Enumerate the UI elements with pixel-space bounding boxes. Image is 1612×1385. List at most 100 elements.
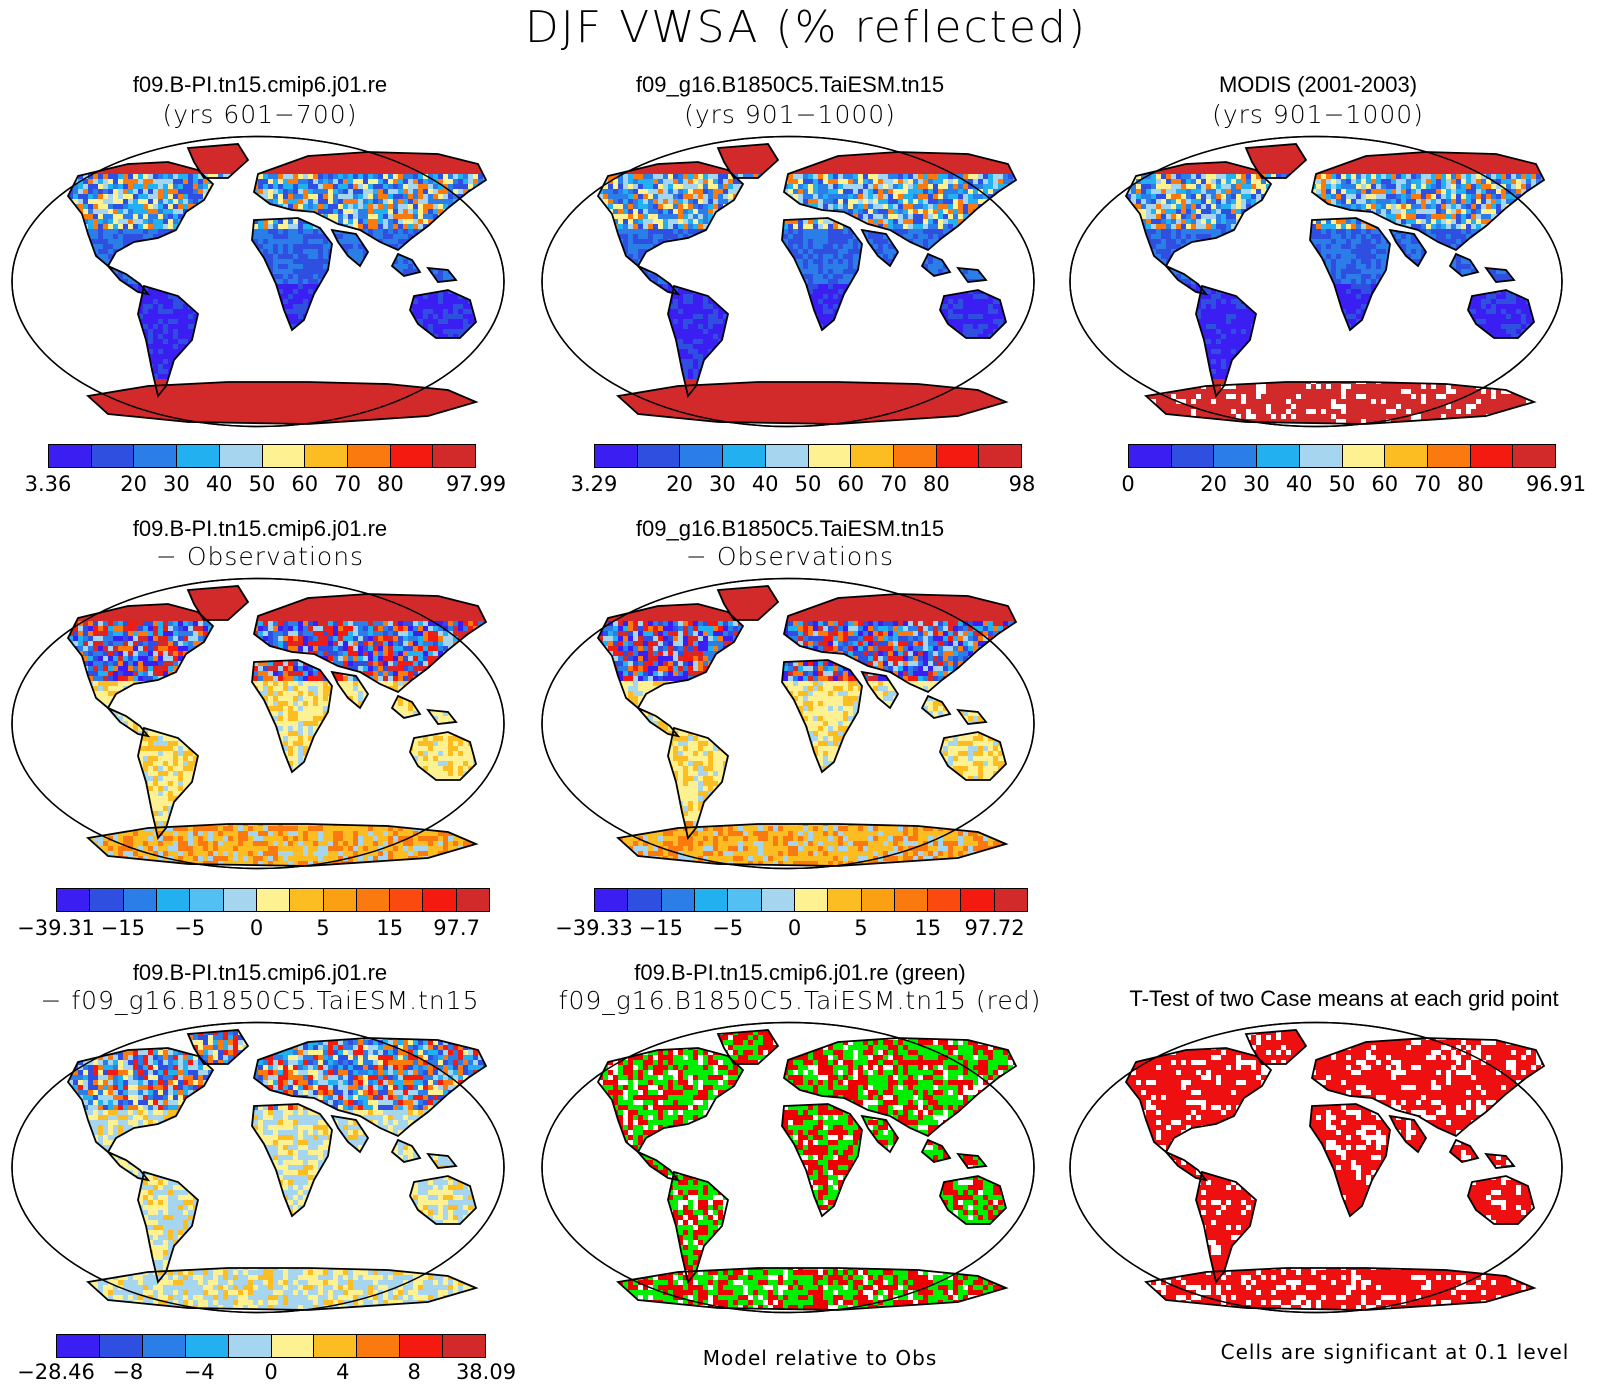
colorbar-cell	[356, 889, 391, 911]
colorbar-tick-label: 3.29	[571, 472, 618, 496]
colorbar-tick-label: 3.36	[25, 472, 72, 496]
panel-5-title: f09_g16.B1850C5.TaiESM.tn15	[530, 516, 1050, 542]
panel-2-subtitle: (yrs 901−1000)	[530, 100, 1050, 129]
colorbar-tick-label: 60	[837, 472, 864, 496]
coastline	[107, 707, 151, 738]
coastline	[1484, 1152, 1516, 1169]
coastline	[637, 707, 681, 738]
colorbar-tick-label: 97.99	[446, 472, 506, 496]
colorbar-5-labels: −39.33 −15 −5 0 5 15 97.72	[555, 916, 1028, 940]
map-panel-6	[8, 1020, 508, 1315]
world-map	[1069, 135, 1563, 428]
colorbar-cell	[57, 1335, 100, 1357]
world-map	[11, 135, 505, 428]
panel-1-title: f09.B-PI.tn15.cmip6.j01.re	[0, 72, 520, 98]
colorbar-cell	[994, 889, 1028, 911]
coastline	[186, 1029, 250, 1065]
map-panel-1	[8, 134, 508, 429]
coastline	[1448, 1138, 1480, 1163]
colorbar-cell	[433, 445, 476, 467]
colorbar-tick-label: 15	[376, 916, 403, 940]
coastline	[1124, 161, 1273, 268]
coastline	[1310, 151, 1546, 252]
colorbar-tick-label: −5	[712, 916, 743, 940]
coastline	[409, 289, 478, 339]
figure-title: DJF VWSA (% reflected)	[0, 2, 1612, 53]
colorbar-cell	[357, 1335, 401, 1357]
coastline	[1144, 1267, 1537, 1311]
coastline	[781, 1103, 863, 1218]
colorbar-cell	[893, 445, 937, 467]
coastline	[616, 381, 1009, 425]
coastline	[860, 1114, 900, 1154]
coastline	[781, 217, 863, 332]
coastline	[426, 1152, 458, 1169]
globe-outline	[11, 577, 505, 870]
coastline	[920, 694, 952, 719]
coastline	[1388, 1114, 1428, 1154]
world-map	[541, 1021, 1035, 1314]
colorbar-4	[56, 888, 490, 912]
colorbar-cell	[808, 445, 852, 467]
colorbar-cell	[1342, 445, 1386, 467]
model-relative-note: Model relative to Obs	[640, 1346, 1000, 1370]
colorbar-cell	[290, 889, 324, 911]
world-map	[1069, 1021, 1563, 1314]
colorbar-tick-label: −39.31	[17, 916, 95, 940]
colorbar-2-labels: 3.29 20 30 40 50 60 70 80 98	[571, 472, 1036, 496]
coastline	[1244, 1029, 1308, 1065]
colorbar-cell	[595, 889, 629, 911]
colorbar-1-labels: 3.36 20 30 40 50 60 70 80 97.99	[25, 472, 506, 496]
colorbar-tick-label: 15	[914, 916, 941, 940]
coastline	[1144, 381, 1537, 425]
coastline	[616, 823, 1009, 867]
colorbar-tick-label: 80	[923, 472, 950, 496]
colorbar-tick-label: 30	[163, 472, 190, 496]
colorbar-cell	[1299, 445, 1343, 467]
colorbar-cell	[49, 445, 92, 467]
colorbar-cell	[423, 889, 457, 911]
colorbar-cell	[765, 445, 809, 467]
globe-outline	[11, 1021, 505, 1314]
map-panel-4	[8, 576, 508, 871]
colorbar-6-labels: −28.46 −8 −4 0 4 8 38.09	[17, 1360, 516, 1384]
colorbar-tick-label: 97.7	[433, 916, 480, 940]
colorbar-cell	[190, 889, 224, 911]
colorbar-cell	[851, 445, 894, 467]
colorbar-cell	[861, 889, 895, 911]
colorbar-cell	[142, 1335, 186, 1357]
colorbar-cell	[637, 445, 681, 467]
coastline	[107, 1151, 151, 1182]
coastline	[637, 265, 681, 296]
map-panel-8	[1066, 1020, 1566, 1315]
coastline	[252, 1037, 488, 1138]
colorbar-tick-label: 50	[1329, 472, 1356, 496]
colorbar-cell	[177, 445, 220, 467]
coastline	[390, 252, 422, 277]
colorbar-cell	[134, 445, 178, 467]
colorbar-cell	[794, 889, 829, 911]
colorbar-tick-label: 60	[1371, 472, 1398, 496]
colorbar-cell	[219, 445, 263, 467]
coastline	[781, 659, 863, 774]
coastline	[426, 708, 458, 725]
panel-3-subtitle: (yrs 901−1000)	[1058, 100, 1578, 129]
coastline	[782, 1037, 1018, 1138]
colorbar-tick-label: −39.33	[555, 916, 633, 940]
coastline	[409, 731, 478, 781]
colorbar-cell	[628, 889, 662, 911]
colorbar-tick-label: 70	[1414, 472, 1441, 496]
coastline	[956, 1152, 988, 1169]
colorbar-tick-label: 0	[250, 916, 263, 940]
map-panel-2	[538, 134, 1038, 429]
colorbar-cell	[262, 445, 306, 467]
colorbar-tick-label: 97.72	[965, 916, 1025, 940]
colorbar-tick-label: 20	[666, 472, 693, 496]
coastline	[251, 659, 333, 774]
coastline	[66, 1047, 215, 1154]
colorbar-tick-label: 0	[1121, 472, 1134, 496]
coastline	[330, 1114, 370, 1154]
coastline	[330, 228, 370, 268]
world-map	[11, 1021, 505, 1314]
coastline	[939, 289, 1008, 339]
